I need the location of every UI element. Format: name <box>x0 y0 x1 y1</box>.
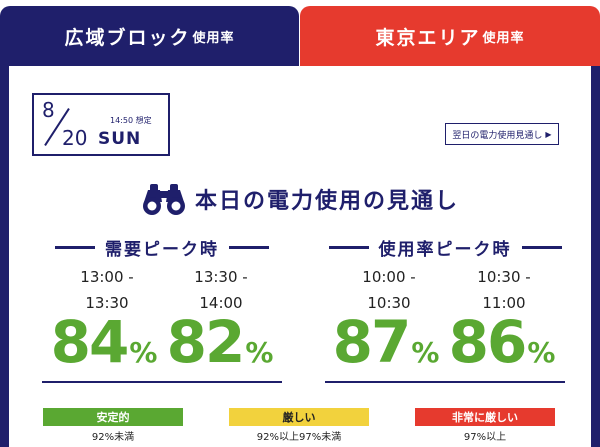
demand-slot-2-time: 13:30 - 14:00 <box>171 264 271 316</box>
heading-rule-left <box>55 245 95 249</box>
tab-tokyo-area[interactable]: 東京エリア 使用率 <box>300 6 600 66</box>
tab-wide-area-sub: 使用率 <box>192 30 235 46</box>
legend-stable-caption: 92%未満 <box>91 432 135 443</box>
heading-rule-left <box>328 245 369 249</box>
legend-severe-badge: 非常に厳しい <box>415 408 555 426</box>
page-title: 本日の電力使用の見通し <box>9 179 591 219</box>
percent-unit: % <box>411 336 440 369</box>
date-box: 8 20 14:50 想定 SUN <box>32 93 170 156</box>
legend-severe-caption: 97%以上 <box>463 432 507 443</box>
demand-peak-heading: 需要ピーク時 <box>42 236 282 260</box>
binoculars-icon <box>142 184 185 215</box>
percent-value: 82 <box>166 308 246 376</box>
page-title-text: 本日の電力使用の見通し <box>194 189 459 214</box>
time-start: 10:30 - <box>477 268 531 286</box>
time-end: 14:00 <box>199 294 243 312</box>
date-month: 8 <box>42 98 55 122</box>
tab-wide-area-label: 広域ブロック <box>64 26 191 49</box>
tab-tokyo-label: 東京エリア <box>375 26 481 49</box>
heading-rule-right <box>229 245 269 249</box>
percent-unit: % <box>245 336 274 369</box>
time-start: 13:30 - <box>194 268 248 286</box>
demand-section-underline <box>42 381 282 383</box>
heading-rule-right <box>521 245 562 249</box>
date-day: 20 <box>62 126 88 150</box>
time-start: 10:00 - <box>362 268 416 286</box>
legend-tight-label: 厳しい <box>282 411 316 424</box>
usage-slot-2-percent: 86% <box>447 308 557 376</box>
content-inner: 8 20 14:50 想定 SUN 翌日の電力使用見通し ▶ 本日の電力使用の見 <box>9 66 591 447</box>
demand-slot-1-percent: 84% <box>49 308 159 376</box>
time-end: 11:00 <box>482 294 526 312</box>
next-day-outlook-label: 翌日の電力使用見通し <box>452 130 543 141</box>
percent-value: 84 <box>50 308 130 376</box>
play-arrow-icon: ▶ <box>545 129 552 139</box>
content-panel: 8 20 14:50 想定 SUN 翌日の電力使用見通し ▶ 本日の電力使用の見 <box>0 66 600 447</box>
percent-unit: % <box>527 336 556 369</box>
percent-value: 86 <box>448 308 528 376</box>
percent-value: 87 <box>332 308 412 376</box>
tab-wide-area-block[interactable]: 広域ブロック 使用率 <box>0 6 299 66</box>
usage-slot-2-time: 10:30 - 11:00 <box>454 264 554 316</box>
legend-tight-badge: 厳しい <box>229 408 369 426</box>
legend-tight-caption: 92%以上97%未満 <box>256 432 342 443</box>
percent-unit: % <box>129 336 158 369</box>
date-estimate: 14:50 想定 <box>110 116 152 125</box>
tab-tokyo-sub: 使用率 <box>482 30 525 46</box>
legend-severe-label: 非常に厳しい <box>452 411 518 424</box>
date-weekday: SUN <box>98 129 142 149</box>
usage-peak-title: 使用率ピーク時 <box>378 239 512 260</box>
usage-section-underline <box>325 381 565 383</box>
usage-slot-1-time: 10:00 - 10:30 <box>339 264 439 316</box>
time-start: 13:00 - <box>80 268 134 286</box>
demand-peak-title: 需要ピーク時 <box>105 239 219 260</box>
legend-stable-badge: 安定的 <box>43 408 183 426</box>
legend-stable-label: 安定的 <box>96 411 130 424</box>
usage-peak-heading: 使用率ピーク時 <box>325 236 565 260</box>
demand-slot-2-percent: 82% <box>165 308 275 376</box>
usage-slot-1-percent: 87% <box>331 308 441 376</box>
time-end: 10:30 <box>367 294 411 312</box>
time-end: 13:30 <box>85 294 129 312</box>
next-day-outlook-link[interactable]: 翌日の電力使用見通し ▶ <box>445 123 559 145</box>
demand-slot-1-time: 13:00 - 13:30 <box>57 264 157 316</box>
tab-bar: 広域ブロック 使用率 東京エリア 使用率 <box>0 0 600 66</box>
